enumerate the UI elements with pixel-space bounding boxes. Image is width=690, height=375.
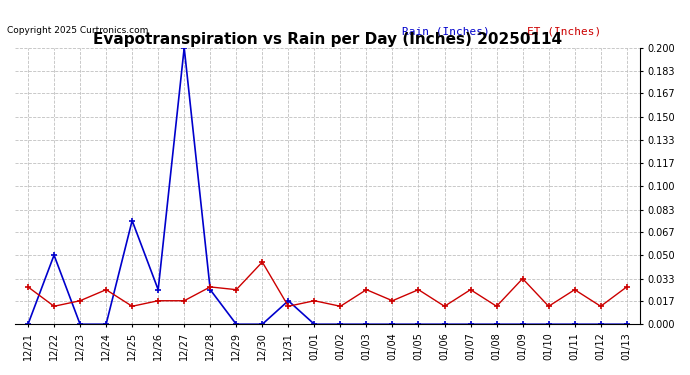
Text: ET (Inches): ET (Inches) (527, 27, 602, 37)
Text: Rain (Inches): Rain (Inches) (402, 27, 490, 37)
Title: Evapotranspiration vs Rain per Day (Inches) 20250114: Evapotranspiration vs Rain per Day (Inch… (93, 32, 562, 46)
Text: Copyright 2025 Curtronics.com: Copyright 2025 Curtronics.com (7, 26, 148, 35)
